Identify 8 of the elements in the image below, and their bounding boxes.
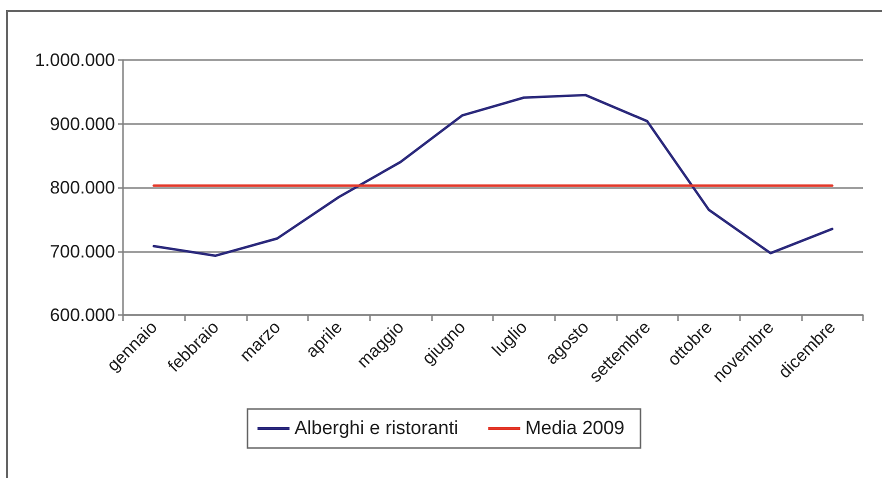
legend-label: Media 2009 <box>525 418 624 439</box>
y-tick-label: 700.000 <box>50 241 115 262</box>
y-tick-label: 600.000 <box>50 305 115 325</box>
legend-label: Alberghi e ristoranti <box>294 418 458 439</box>
line-series <box>152 94 834 257</box>
y-tick-label: 800.000 <box>50 178 115 198</box>
y-tick-label: 900.000 <box>50 114 115 134</box>
y-tick-label: 1.000.000 <box>34 50 115 70</box>
